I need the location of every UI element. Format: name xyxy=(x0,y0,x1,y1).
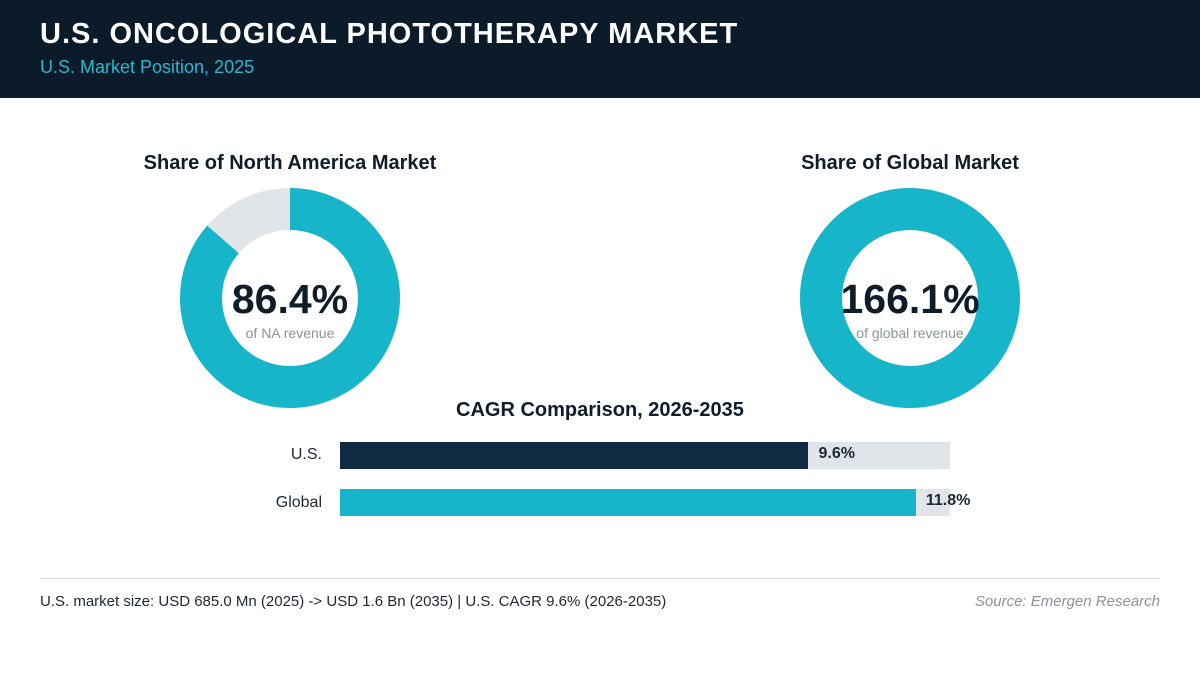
global-share-donut xyxy=(800,188,1020,408)
global-share-sublabel: of global revenue xyxy=(856,325,964,341)
bar-track-us xyxy=(340,442,950,469)
page-subtitle: U.S. Market Position, 2025 xyxy=(40,57,255,77)
na-share-arc xyxy=(180,188,400,408)
page-title: U.S. ONCOLOGICAL PHOTOTHERAPY MARKET xyxy=(40,18,739,50)
global-share-value: 166.1% xyxy=(840,276,980,322)
bar-value-global: 11.8% xyxy=(925,492,971,509)
bar-us xyxy=(340,442,809,469)
bar-track-global xyxy=(340,489,950,516)
na-share-value: 86.4% xyxy=(231,276,349,322)
global-share-title: Share of Global Market xyxy=(801,152,1019,174)
footer-note: U.S. market size: USD 685.0 Mn (2025) ->… xyxy=(40,593,667,610)
footer-divider xyxy=(40,578,1160,579)
na-share-sublabel: of NA revenue xyxy=(245,325,335,341)
header-banner: U.S. ONCOLOGICAL PHOTOTHERAPY MARKET U.S… xyxy=(0,0,1200,98)
bar-label-us: U.S. xyxy=(290,446,322,463)
na-share-title: Share of North America Market xyxy=(143,152,437,174)
cagr-title: CAGR Comparison, 2026-2035 xyxy=(456,399,744,421)
footer-source: Source: Emergen Research xyxy=(974,593,1160,610)
bar-value-us: 9.6% xyxy=(818,445,855,462)
bar-global xyxy=(340,489,916,516)
bar-label-global: Global xyxy=(275,494,322,511)
na-share-donut xyxy=(180,188,400,408)
global-share-arc xyxy=(800,188,1020,408)
